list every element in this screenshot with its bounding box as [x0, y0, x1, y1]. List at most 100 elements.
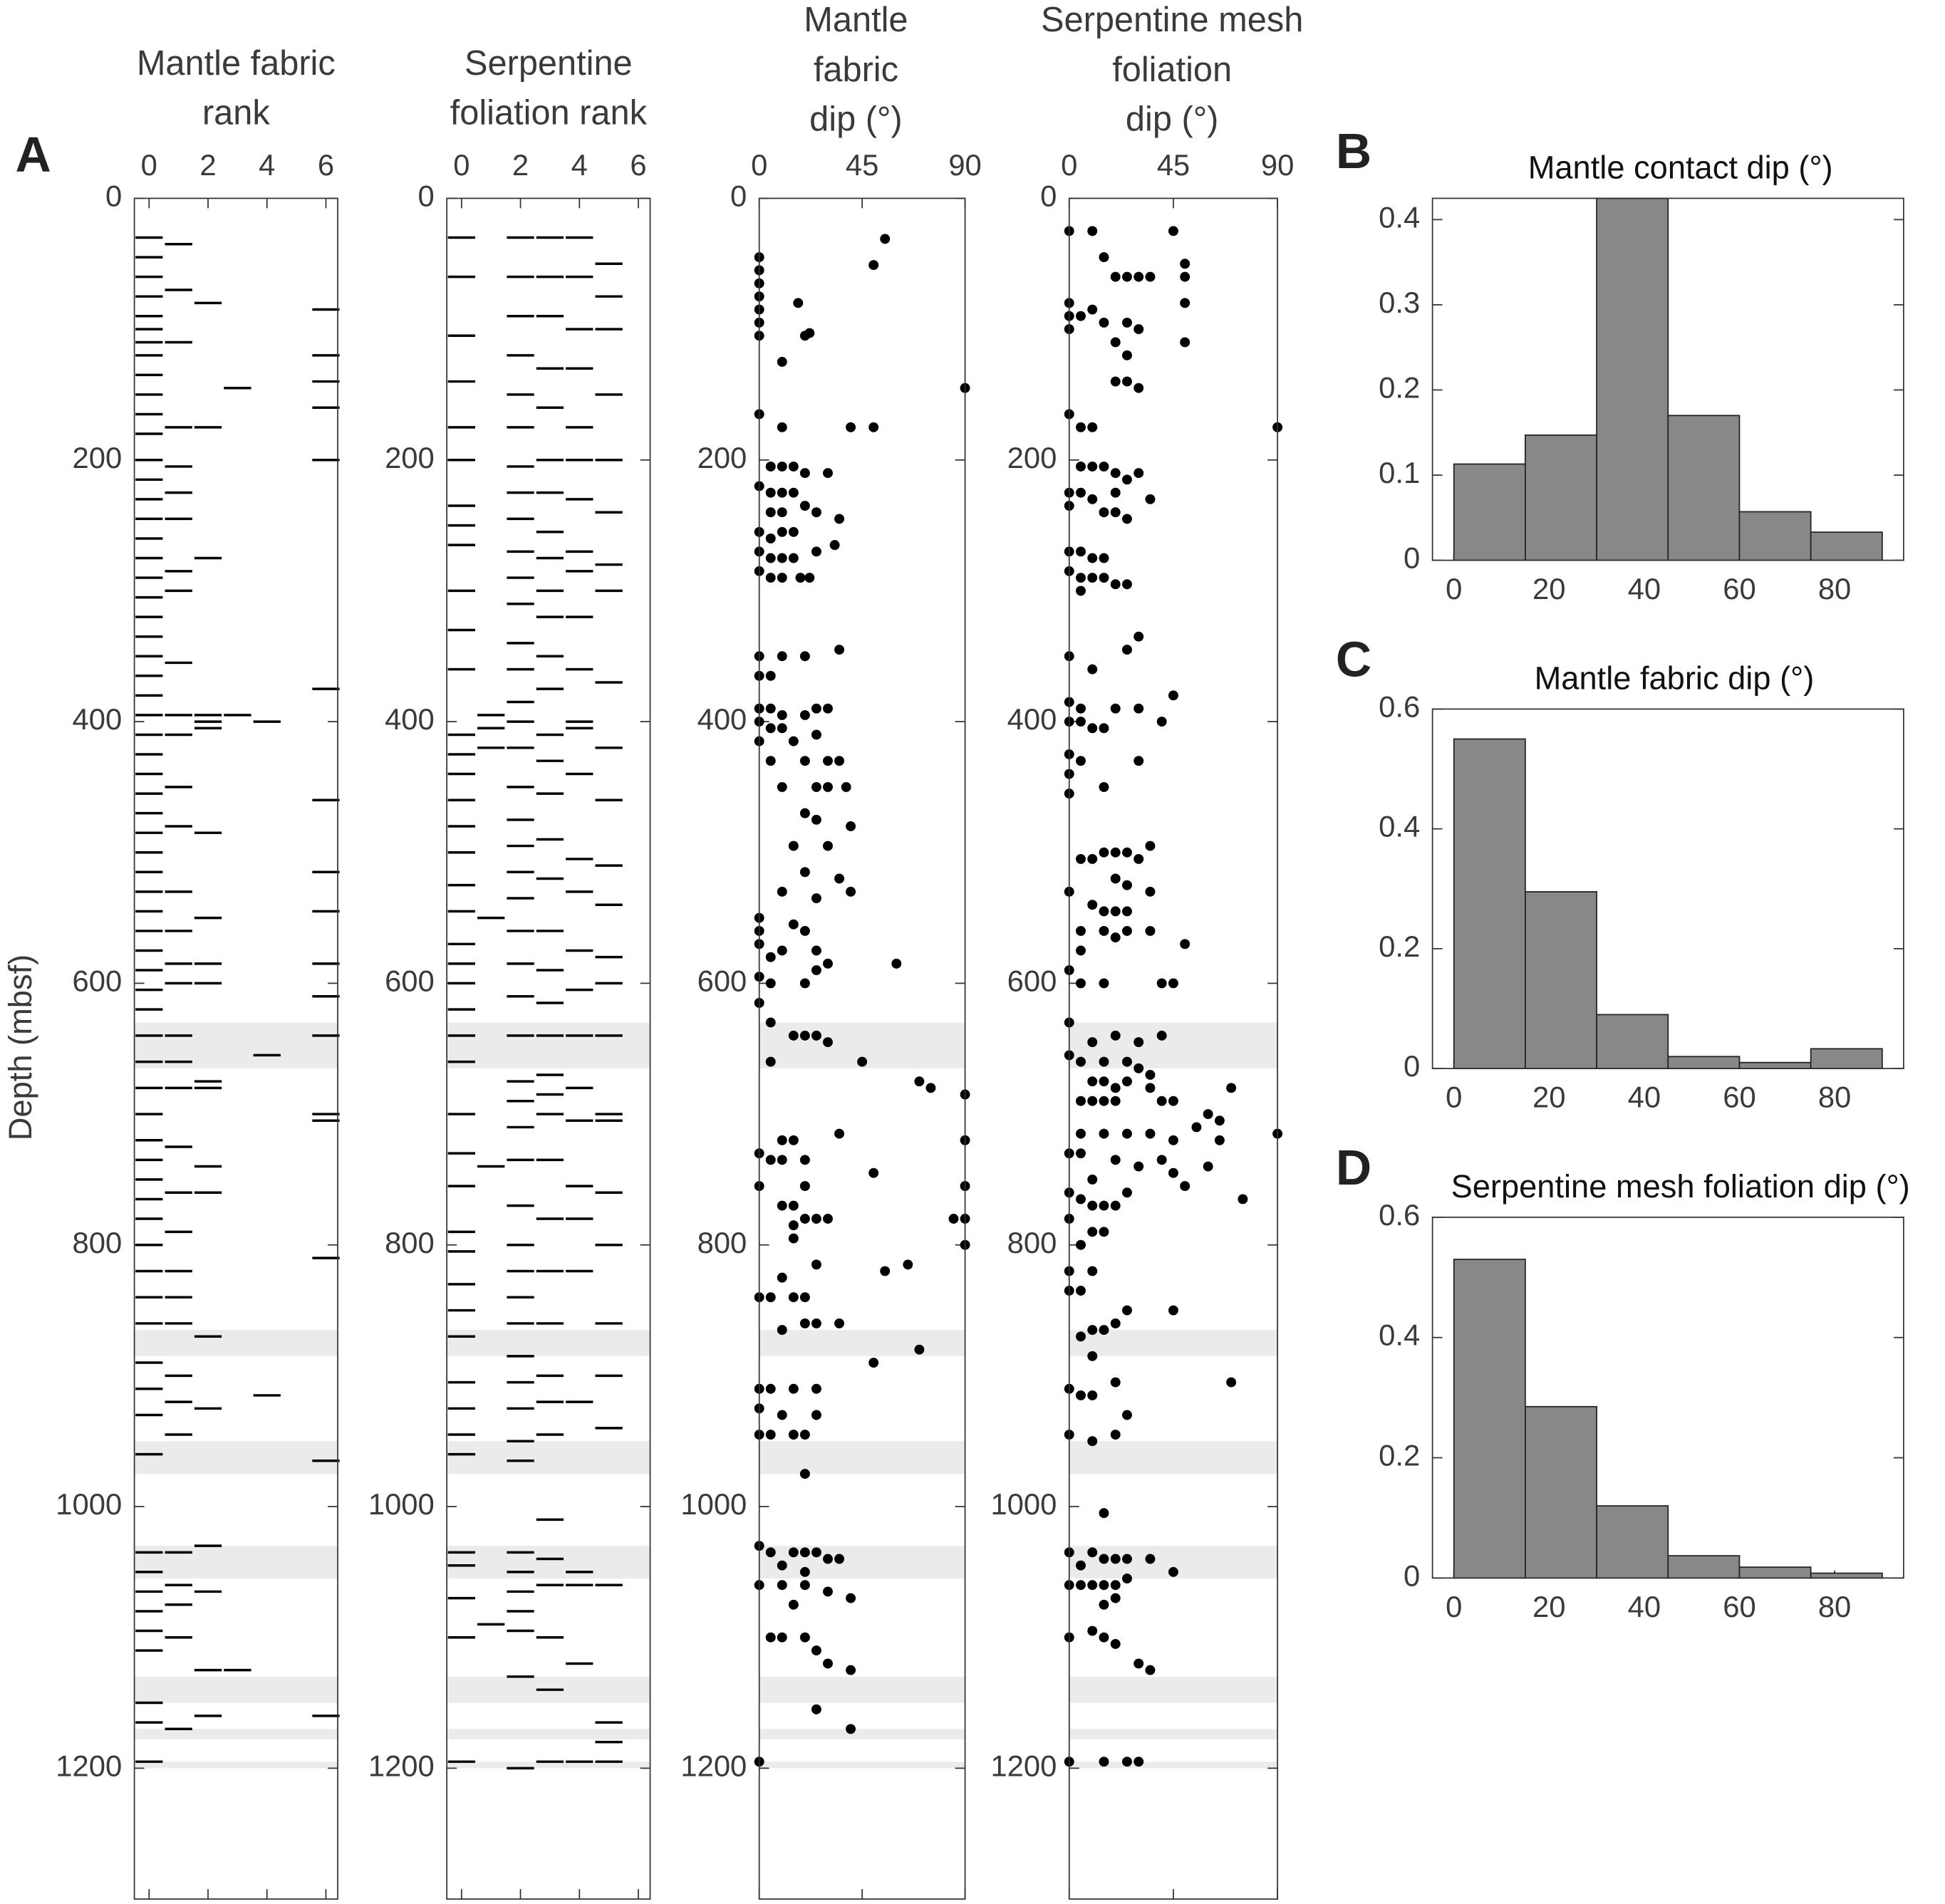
- dip-point: [1121, 906, 1132, 917]
- dip-point: [1180, 939, 1191, 950]
- histogram-bar: [1810, 531, 1883, 561]
- y-tick-label: 800: [73, 1226, 123, 1259]
- dip-point: [823, 1554, 833, 1564]
- shaded-interval: [134, 1729, 338, 1739]
- dip-point: [1076, 1056, 1086, 1067]
- dip-point: [1134, 631, 1144, 642]
- dip-point: [846, 422, 856, 432]
- x-tick-label: 40: [1628, 1081, 1661, 1114]
- y-tick-label: 0: [1404, 1049, 1420, 1083]
- dip-point: [891, 958, 902, 969]
- dip-point: [1076, 461, 1086, 472]
- dip-point: [846, 1593, 856, 1603]
- dip-point: [799, 1547, 810, 1558]
- dip-point: [777, 1410, 787, 1420]
- dip-point: [804, 328, 815, 338]
- dip-point: [1156, 1096, 1167, 1106]
- dip-point: [1099, 1599, 1109, 1610]
- dip-point: [788, 1200, 799, 1211]
- dip-point: [834, 1128, 844, 1139]
- y-tick-label: 1200: [990, 1749, 1057, 1782]
- dip-point: [799, 651, 810, 662]
- dip-point: [1238, 1194, 1248, 1205]
- y-tick-label: 0: [418, 179, 435, 212]
- dip-point: [1087, 422, 1098, 432]
- dip-point: [765, 1292, 776, 1303]
- dip-point: [1110, 873, 1121, 884]
- dip-point: [1099, 1096, 1109, 1106]
- dip-point: [1121, 350, 1132, 360]
- dip-point: [777, 487, 787, 498]
- y-tick-label: 1000: [56, 1487, 122, 1521]
- x-tick-label: 6: [318, 148, 334, 182]
- x-tick-label: 0: [141, 148, 157, 182]
- dip-point: [1076, 756, 1086, 766]
- plot-frame: [1431, 708, 1904, 1069]
- dip-point: [811, 945, 821, 956]
- shaded-interval: [1069, 1729, 1278, 1739]
- dip-point: [1121, 1128, 1132, 1139]
- x-tick-label: 0: [1446, 1081, 1462, 1114]
- dip-point: [1099, 1056, 1109, 1067]
- dip-point: [1099, 1200, 1109, 1211]
- dip-point: [765, 1430, 776, 1440]
- dip-point: [799, 1580, 810, 1591]
- dip-point: [1121, 1573, 1132, 1584]
- dip-point: [1087, 553, 1098, 563]
- dip-point: [1087, 1227, 1098, 1237]
- dip-point: [1076, 1128, 1086, 1139]
- shaded-interval: [759, 1729, 965, 1739]
- dip-point: [765, 1056, 776, 1067]
- x-tick-label: 80: [1818, 1081, 1851, 1114]
- y-tick-label: 0.2: [1379, 930, 1420, 963]
- dip-point: [799, 808, 810, 818]
- dip-point: [788, 1220, 799, 1231]
- dip-point: [1099, 1554, 1109, 1564]
- dip-point: [1110, 1200, 1121, 1211]
- dip-point: [811, 703, 821, 714]
- dip-point: [1156, 1155, 1167, 1165]
- shaded-interval: [447, 1330, 650, 1356]
- dip-point: [811, 1410, 821, 1420]
- x-tick-label: 90: [1261, 148, 1294, 182]
- dip-point: [811, 1318, 821, 1328]
- dip-point: [811, 781, 821, 792]
- dip-point: [777, 651, 787, 662]
- dip-point: [1099, 1580, 1109, 1591]
- dip-point: [1121, 1187, 1132, 1198]
- dip-point: [1087, 1580, 1098, 1591]
- dip-point: [1099, 1757, 1109, 1767]
- panel-label: D: [1336, 1140, 1371, 1195]
- chart-title: Mantle fabric: [137, 44, 336, 83]
- dip-point: [823, 1658, 833, 1669]
- dip-point: [1134, 383, 1144, 393]
- dip-point: [1168, 978, 1178, 989]
- x-tick-label: 80: [1818, 1590, 1851, 1623]
- dip-point: [788, 841, 799, 851]
- x-tick-label: 0: [1061, 148, 1077, 182]
- y-tick-label: 0.4: [1379, 810, 1420, 843]
- y-tick-label: 0: [1404, 1559, 1420, 1592]
- dip-point: [823, 958, 833, 969]
- dip-point: [765, 1632, 776, 1643]
- x-tick-label: 2: [512, 148, 529, 182]
- y-tick-label: 600: [73, 964, 123, 997]
- x-tick-label: 4: [259, 148, 275, 182]
- dip-point: [1099, 925, 1109, 936]
- dip-point: [765, 1155, 776, 1165]
- dip-point: [1110, 1593, 1121, 1603]
- dip-point: [788, 919, 799, 930]
- x-tick-label: 45: [1157, 148, 1190, 182]
- shaded-interval: [134, 1330, 338, 1356]
- shaded-interval: [759, 1676, 965, 1703]
- histogram-bar: [1667, 415, 1741, 561]
- y-tick-label: 800: [697, 1226, 747, 1259]
- dip-point: [788, 553, 799, 563]
- chart-title: fabric: [814, 51, 898, 89]
- y-tick-label: 600: [697, 964, 747, 997]
- y-tick-label: 800: [385, 1226, 435, 1259]
- dip-point: [799, 1030, 810, 1041]
- dip-point: [799, 1318, 810, 1328]
- dip-point: [1134, 756, 1144, 766]
- dip-point: [1099, 317, 1109, 328]
